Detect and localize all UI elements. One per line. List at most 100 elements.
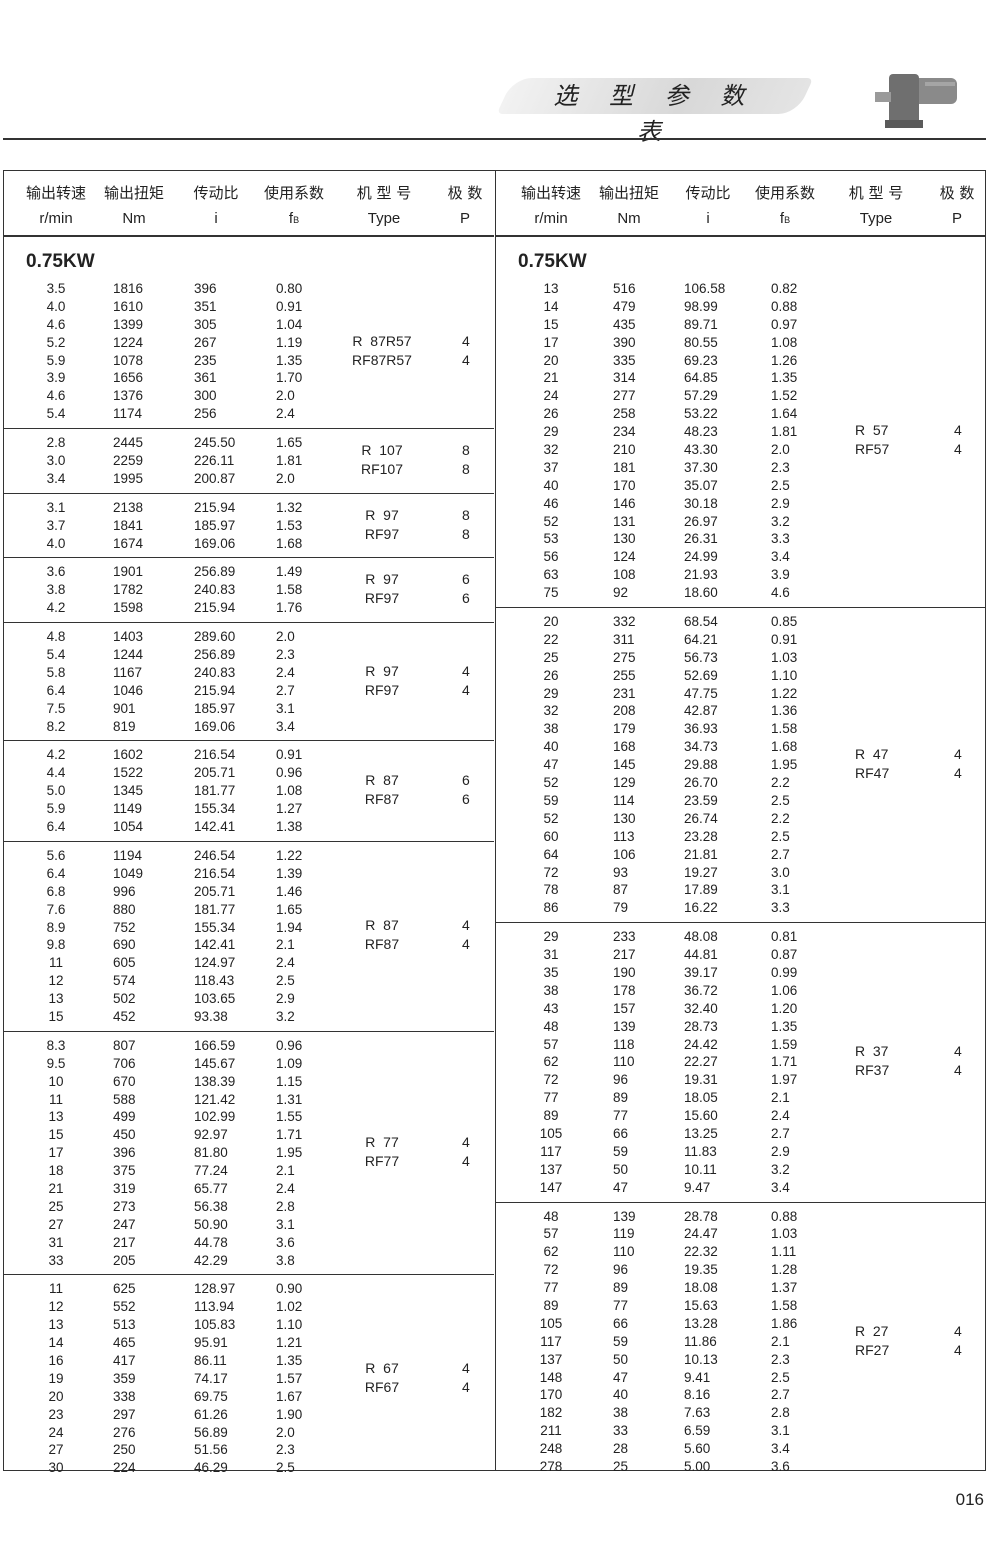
speed-cell: 24 — [48, 1424, 64, 1440]
torque-cell: 181 — [613, 459, 636, 475]
torque-cell: 108 — [613, 567, 636, 583]
table-row: 10 670 138.39 1.15 — [4, 1073, 494, 1091]
model-group: 3.6 1901 256.89 1.49 3.8 1782 240.83 1.58 4.2 159… — [4, 558, 494, 624]
model-type: R 57 — [855, 422, 889, 439]
speed-cell: 5.0 — [46, 783, 66, 799]
service-factor-cell: 1.65 — [276, 435, 303, 451]
service-factor-cell: 1.35 — [276, 1352, 303, 1368]
model-type: RF87R57 — [352, 351, 412, 368]
torque-cell: 170 — [613, 477, 636, 493]
speed-cell: 18 — [48, 1163, 64, 1179]
service-factor-cell: 1.76 — [276, 600, 303, 616]
torque-cell: 275 — [613, 649, 636, 665]
ratio-cell: 65.77 — [194, 1180, 228, 1196]
speed-cell: 15 — [48, 1008, 64, 1024]
header-1-cn: 输出扭矩 — [598, 184, 659, 202]
ratio-cell: 36.93 — [684, 721, 718, 737]
gear-motor-image — [875, 74, 957, 128]
model-type: RF67 — [364, 1378, 400, 1395]
service-factor-cell: 1.35 — [771, 1018, 798, 1034]
table-row: 4.6 1376 300 2.0 — [4, 387, 494, 405]
speed-cell: 89 — [543, 1297, 559, 1313]
torque-cell: 110 — [613, 1244, 635, 1260]
service-factor-cell: 0.88 — [771, 298, 798, 314]
speed-cell: 5.4 — [46, 647, 66, 663]
table-row: 20 332 68.54 0.85 — [496, 613, 986, 631]
speed-cell: 47 — [543, 757, 559, 773]
torque-cell: 807 — [113, 1037, 136, 1053]
ratio-cell: 216.54 — [194, 747, 236, 763]
torque-cell: 1656 — [113, 370, 144, 386]
torque-cell: 1244 — [113, 647, 144, 663]
ratio-cell: 26.70 — [684, 775, 718, 791]
torque-cell: 119 — [613, 1226, 635, 1242]
ratio-cell: 5.00 — [684, 1459, 711, 1474]
speed-cell: 4.8 — [46, 629, 66, 645]
torque-cell: 93 — [613, 864, 629, 880]
service-factor-cell: 1.09 — [276, 1055, 303, 1071]
service-factor-cell: 2.3 — [276, 1442, 295, 1458]
table-row: 60 113 23.28 2.5 — [496, 828, 986, 846]
ratio-cell: 181.77 — [194, 783, 236, 799]
pole-count: 4 — [954, 765, 962, 782]
table-row: 13 502 103.65 2.9 — [4, 990, 494, 1008]
table-row: 137 50 10.13 2.3 — [496, 1351, 986, 1369]
service-factor-cell: 1.31 — [276, 1091, 303, 1107]
speed-cell: 13 — [48, 1109, 64, 1125]
speed-cell: 8.2 — [46, 718, 66, 734]
speed-cell: 32 — [543, 442, 559, 458]
ratio-cell: 36.72 — [684, 982, 718, 998]
service-factor-cell: 3.1 — [276, 700, 295, 716]
service-factor-cell: 1.57 — [276, 1370, 303, 1386]
table-row: 17 390 80.55 1.08 — [496, 334, 986, 352]
table-row: 5.6 1194 246.54 1.22 — [4, 847, 494, 865]
service-factor-cell: 1.59 — [771, 1036, 798, 1052]
table-row: 6.8 996 205.71 1.46 — [4, 883, 494, 901]
pole-count: 6 — [462, 590, 470, 607]
model-type: RF87 — [364, 936, 400, 953]
ratio-cell: 24.42 — [684, 1036, 718, 1052]
torque-cell: 113 — [613, 828, 635, 844]
torque-cell: 130 — [613, 531, 636, 547]
speed-cell: 3.5 — [46, 281, 66, 296]
speed-cell: 59 — [543, 792, 559, 808]
table-row: 8.2 819 169.06 3.4 — [4, 718, 494, 736]
ratio-cell: 89.71 — [684, 316, 718, 332]
speed-cell: 12 — [48, 1299, 64, 1315]
table-header: 输出转速 r/min 输出扭矩 Nm 传动比 i 使用系数 fB 机 型 号 Type 极 数 P — [4, 171, 494, 237]
right-table: 输出转速 r/min 输出扭矩 Nm 传动比 i 使用系数 fB 机 型 号 Type 极 数 P 0.… — [495, 171, 986, 1474]
ratio-cell: 240.83 — [194, 664, 236, 680]
speed-cell: 56 — [543, 549, 559, 565]
speed-cell: 5.2 — [46, 334, 66, 350]
torque-cell: 139 — [613, 1018, 636, 1034]
table-row: 6.4 1049 216.54 1.39 — [4, 865, 494, 883]
torque-cell: 50 — [613, 1161, 629, 1177]
ratio-cell: 23.28 — [684, 828, 718, 844]
torque-cell: 319 — [113, 1180, 136, 1196]
service-factor-cell: 1.95 — [276, 1145, 303, 1161]
torque-cell: 129 — [613, 775, 636, 791]
torque-cell: 1167 — [113, 664, 143, 680]
torque-cell: 314 — [613, 370, 636, 386]
table-row: 17 396 81.80 1.95 — [4, 1144, 494, 1162]
torque-cell: 179 — [613, 721, 636, 737]
speed-cell: 5.9 — [46, 801, 66, 817]
service-factor-cell: 2.9 — [771, 495, 790, 511]
service-factor-cell: 3.1 — [276, 1216, 295, 1232]
torque-cell: 1194 — [113, 847, 143, 863]
table-row: 18 375 77.24 2.1 — [4, 1162, 494, 1180]
service-factor-cell: 3.8 — [276, 1252, 295, 1268]
service-factor-cell: 1.81 — [276, 453, 303, 469]
pole-count: 6 — [462, 571, 470, 588]
torque-cell: 1224 — [113, 334, 144, 350]
table-row: 5.0 1345 181.77 1.08 — [4, 782, 494, 800]
ratio-cell: 24.99 — [684, 549, 718, 565]
torque-cell: 1610 — [113, 298, 144, 314]
ratio-cell: 13.25 — [684, 1125, 718, 1141]
table-row: 46 146 30.18 2.9 — [496, 495, 986, 513]
service-factor-cell: 2.4 — [276, 1180, 295, 1196]
service-factor-cell: 2.5 — [771, 477, 790, 493]
ratio-cell: 18.05 — [684, 1090, 718, 1106]
torque-cell: 89 — [613, 1090, 629, 1106]
service-factor-cell: 1.32 — [276, 499, 303, 515]
